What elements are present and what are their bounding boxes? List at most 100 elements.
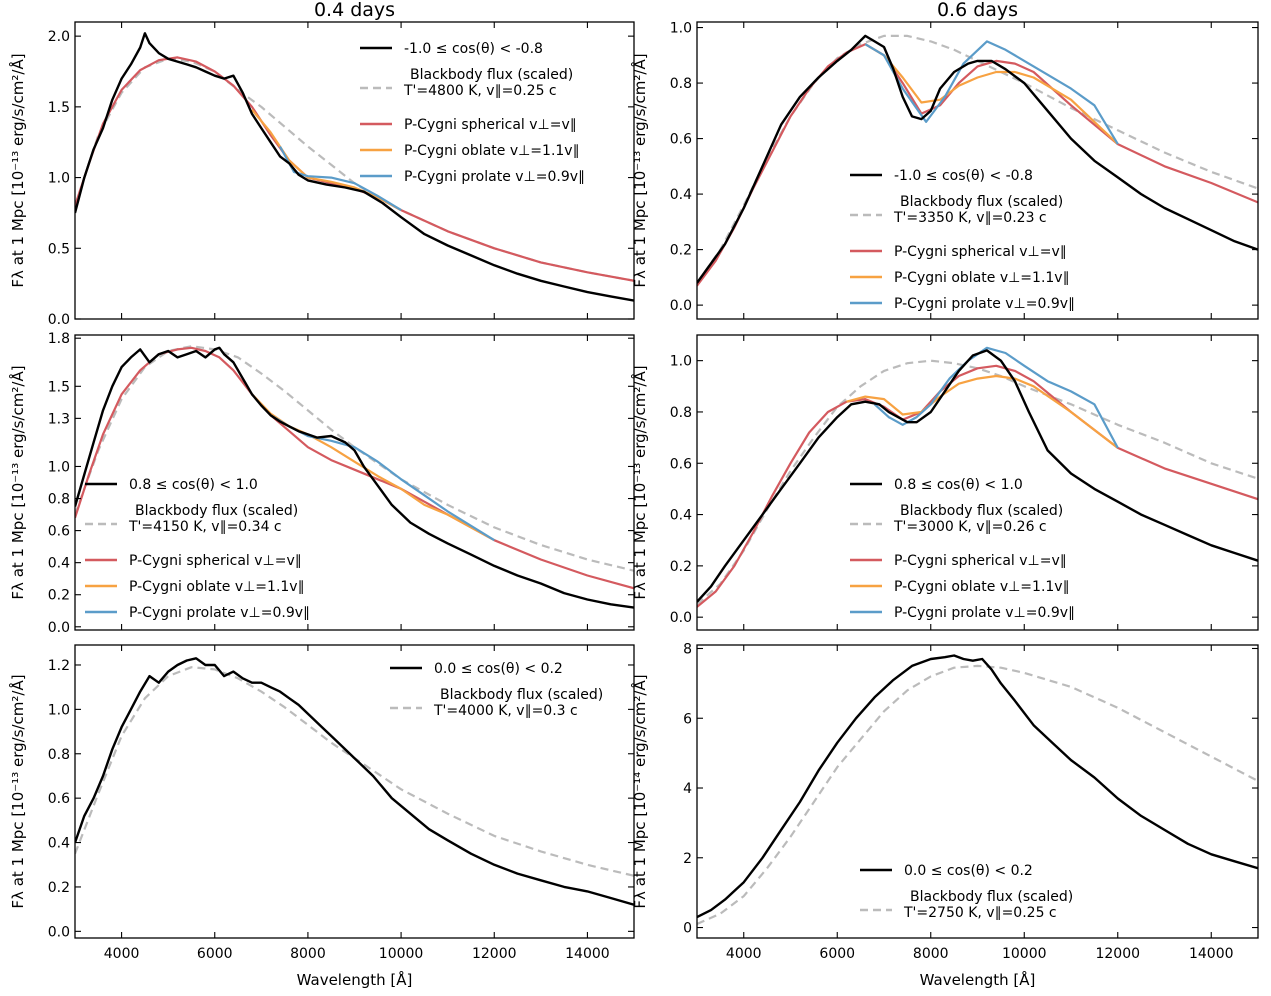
y-tick-label: 1.2 <box>48 658 70 674</box>
y-tick-label: 6 <box>683 711 692 727</box>
legend: -1.0 ≤ cos(θ) < -0.8 Blackbody flux (scal… <box>360 41 585 185</box>
y-tick-label: 0.0 <box>48 312 70 328</box>
y-tick-label: 0.8 <box>670 76 692 92</box>
y-tick-label: 1.5 <box>48 100 70 116</box>
series-obs-line <box>75 32 634 302</box>
legend-text: P-Cygni oblate v⊥=1.1v∥ <box>129 579 305 595</box>
panel-p2: 0.6 days 0.0 0.2 0.4 0.6 0.8 1.0 Fλ at 1 Mpc [1… <box>630 0 1259 320</box>
y-tick-label: 0.6 <box>670 132 692 148</box>
series-bb-line <box>697 359 1258 606</box>
legend: 0.0 ≤ cos(θ) < 0.2 Blackbody flux (scaled… <box>390 661 603 719</box>
y-tick-label: 0.4 <box>48 836 70 852</box>
panel-p1: 0.4 days 0.0 0.5 1.0 1.5 2.0 Fλ at 1 Mpc [10⁻¹… <box>8 0 635 328</box>
axes-frame <box>74 334 635 631</box>
legend-text-line2: T'=3000 K, v∥=0.26 c <box>893 519 1047 535</box>
y-tick-label: 0.8 <box>48 747 70 763</box>
series-obs-line <box>697 34 1258 284</box>
legend-text: Blackbody flux (scaled) <box>135 503 298 519</box>
legend-text: Blackbody flux (scaled) <box>910 889 1073 905</box>
x-tick-label: 8000 <box>290 946 326 962</box>
legend: 0.8 ≤ cos(θ) < 1.0 Blackbody flux (scaled… <box>850 477 1075 621</box>
y-tick-label: 0.2 <box>670 559 692 575</box>
panel-p5: 4000 6000 8000 10000 12000 14000 0.0 0.2 0.4 0.6 0… <box>8 644 635 989</box>
series-obl-line <box>846 374 1119 449</box>
series-obs-line <box>75 346 634 609</box>
legend-text: P-Cygni spherical v⊥=v∥ <box>404 117 577 133</box>
y-axis-label: Fλ at 1 Mpc [10⁻¹³ erg/s/cm²/Å] <box>630 53 649 287</box>
y-tick-label: 2.0 <box>48 29 70 45</box>
y-tick-label: 1.0 <box>48 459 70 475</box>
axes-frame <box>696 21 1259 320</box>
y-tick-label: 0.0 <box>670 298 692 314</box>
y-tick-label: 1.8 <box>48 331 70 347</box>
x-axis-label: Wavelength [Å] <box>920 970 1036 989</box>
x-tick-label: 12000 <box>1095 946 1140 962</box>
series-bb-line <box>697 664 1258 926</box>
y-tick-label: 0.6 <box>670 456 692 472</box>
y-tick-label: 0.2 <box>48 880 70 896</box>
legend-text: P-Cygni prolate v⊥=0.9v∥ <box>894 605 1075 621</box>
y-tick-label: 0.0 <box>48 620 70 636</box>
series-sph-line <box>697 43 1258 287</box>
x-tick-label: 8000 <box>913 946 949 962</box>
y-axis-label: Fλ at 1 Mpc [10⁻¹⁴ erg/s/cm²/Å] <box>630 674 649 908</box>
series-obl-line <box>864 43 1119 145</box>
legend-text: P-Cygni oblate v⊥=1.1v∥ <box>894 579 1070 595</box>
legend-text: 0.8 ≤ cos(θ) < 1.0 <box>129 477 258 493</box>
legend-text: Blackbody flux (scaled) <box>410 67 573 83</box>
legend-text: P-Cygni spherical v⊥=v∥ <box>894 244 1067 260</box>
x-tick-label: 10000 <box>1002 946 1047 962</box>
legend-text: P-Cygni prolate v⊥=0.9v∥ <box>894 296 1075 312</box>
axes-frame <box>696 334 1259 631</box>
legend-text: Blackbody flux (scaled) <box>900 194 1063 210</box>
legend-text: Blackbody flux (scaled) <box>440 687 603 703</box>
legend-text-line2: T'=4150 K, v∥=0.34 c <box>128 519 282 535</box>
y-tick-label: 1.3 <box>48 411 70 427</box>
x-tick-label: 4000 <box>726 946 762 962</box>
legend-text: P-Cygni oblate v⊥=1.1v∥ <box>894 270 1070 286</box>
legend-text: 0.0 ≤ cos(θ) < 0.2 <box>434 661 563 677</box>
x-tick-label: 12000 <box>472 946 517 962</box>
legend-text-line2: T'=4000 K, v∥=0.3 c <box>433 703 578 719</box>
y-axis-label: Fλ at 1 Mpc [10⁻¹³ erg/s/cm²/Å] <box>630 365 649 599</box>
panel-p3: 0.0 0.2 0.4 0.6 0.8 1.0 1.3 1.5 1.8 Fλ at 1 Mpc [… <box>8 331 635 636</box>
series-obs-line <box>697 349 1258 603</box>
y-tick-label: 0.6 <box>48 524 70 540</box>
legend-text-line2: T'=4800 K, v∥=0.25 c <box>403 83 557 99</box>
legend-text-line2: T'=3350 K, v∥=0.23 c <box>893 210 1047 226</box>
y-tick-label: 8 <box>683 641 692 657</box>
axes-frame <box>74 21 635 320</box>
y-tick-label: 1.0 <box>670 21 692 37</box>
legend: -1.0 ≤ cos(θ) < -0.8 Blackbody flux (scal… <box>850 168 1075 312</box>
x-tick-label: 6000 <box>197 946 233 962</box>
series-sph-line <box>75 56 634 282</box>
series-obs-line <box>75 657 634 906</box>
legend-text-line2: T'=2750 K, v∥=0.25 c <box>903 905 1057 921</box>
axes-frame <box>74 644 635 939</box>
series-bb-line <box>75 666 634 877</box>
y-tick-label: 0.2 <box>670 243 692 259</box>
y-tick-label: 0.8 <box>48 492 70 508</box>
y-tick-label: 0.4 <box>670 508 692 524</box>
y-tick-label: 2 <box>683 851 692 867</box>
y-tick-label: 0.4 <box>48 556 70 572</box>
panel-p6: 4000 6000 8000 10000 12000 14000 0 2 4 6 8 Fλ at 1 … <box>630 641 1259 989</box>
legend-text: Blackbody flux (scaled) <box>900 503 1063 519</box>
y-tick-label: 0.8 <box>670 405 692 421</box>
series-obs-line <box>697 654 1258 919</box>
legend-text: P-Cygni spherical v⊥=v∥ <box>894 553 1067 569</box>
axes-frame <box>696 644 1259 939</box>
x-tick-label: 4000 <box>104 946 140 962</box>
y-tick-label: 1.0 <box>48 171 70 187</box>
series-bb-line <box>75 345 634 572</box>
y-axis-label: Fλ at 1 Mpc [10⁻¹³ erg/s/cm²/Å] <box>8 674 27 908</box>
legend-text: P-Cygni spherical v⊥=v∥ <box>129 553 302 569</box>
legend-text: P-Cygni oblate v⊥=1.1v∥ <box>404 143 580 159</box>
legend-text: -1.0 ≤ cos(θ) < -0.8 <box>894 168 1033 184</box>
legend-text: P-Cygni prolate v⊥=0.9v∥ <box>404 169 585 185</box>
x-axis-label: Wavelength [Å] <box>297 970 413 989</box>
x-tick-label: 14000 <box>565 946 610 962</box>
legend: 0.8 ≤ cos(θ) < 1.0 Blackbody flux (scaled… <box>85 477 310 621</box>
y-tick-label: 0.2 <box>48 588 70 604</box>
